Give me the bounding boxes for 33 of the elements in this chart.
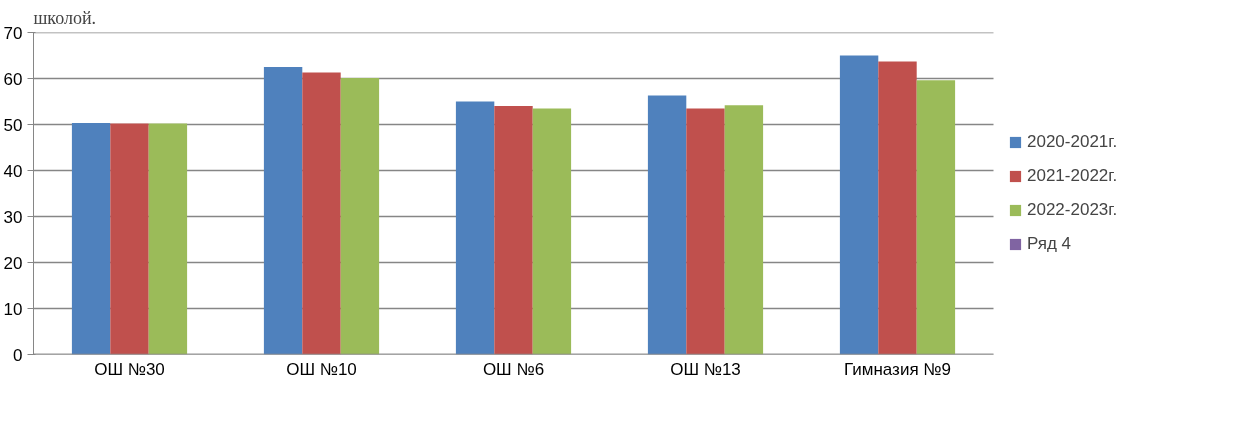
- bar: [878, 61, 917, 355]
- x-tick-label: ОШ №6: [482, 359, 545, 379]
- bar: [647, 95, 687, 355]
- y-tick-label: 30: [3, 207, 23, 227]
- y-tick-label: 70: [3, 23, 23, 43]
- bar: [724, 105, 764, 355]
- bar: [110, 123, 149, 355]
- bar: [148, 123, 188, 355]
- y-tick-label: 60: [3, 69, 23, 89]
- y-tick-label: 40: [3, 161, 23, 181]
- text: школой.: [33, 7, 97, 28]
- legend-label: 2022-2023г.: [1027, 200, 1118, 220]
- bar: [839, 55, 879, 355]
- bar: [455, 101, 495, 355]
- bar: [494, 106, 533, 355]
- y-tick-label: 50: [3, 115, 23, 135]
- bar: [302, 72, 341, 355]
- legend-label: 2021-2022г.: [1027, 166, 1118, 186]
- bar: [340, 78, 380, 355]
- x-tick-label: ОШ №13: [670, 359, 741, 379]
- x-tick-label: ОШ №10: [286, 359, 357, 379]
- bar: [686, 108, 725, 355]
- bar: [916, 80, 956, 355]
- bar: [532, 108, 572, 355]
- x-tick-label: Гимназия №9: [844, 359, 951, 379]
- legend-label: 2020-2021г.: [1027, 132, 1118, 152]
- bar: [71, 123, 111, 355]
- x-tick-label: ОШ №30: [94, 359, 165, 379]
- y-tick-label: 20: [3, 253, 23, 273]
- legend-label: Ряд 4: [1027, 234, 1072, 254]
- y-tick-label: 10: [3, 299, 23, 319]
- bar: [263, 67, 303, 355]
- y-tick-label: 0: [13, 345, 23, 365]
